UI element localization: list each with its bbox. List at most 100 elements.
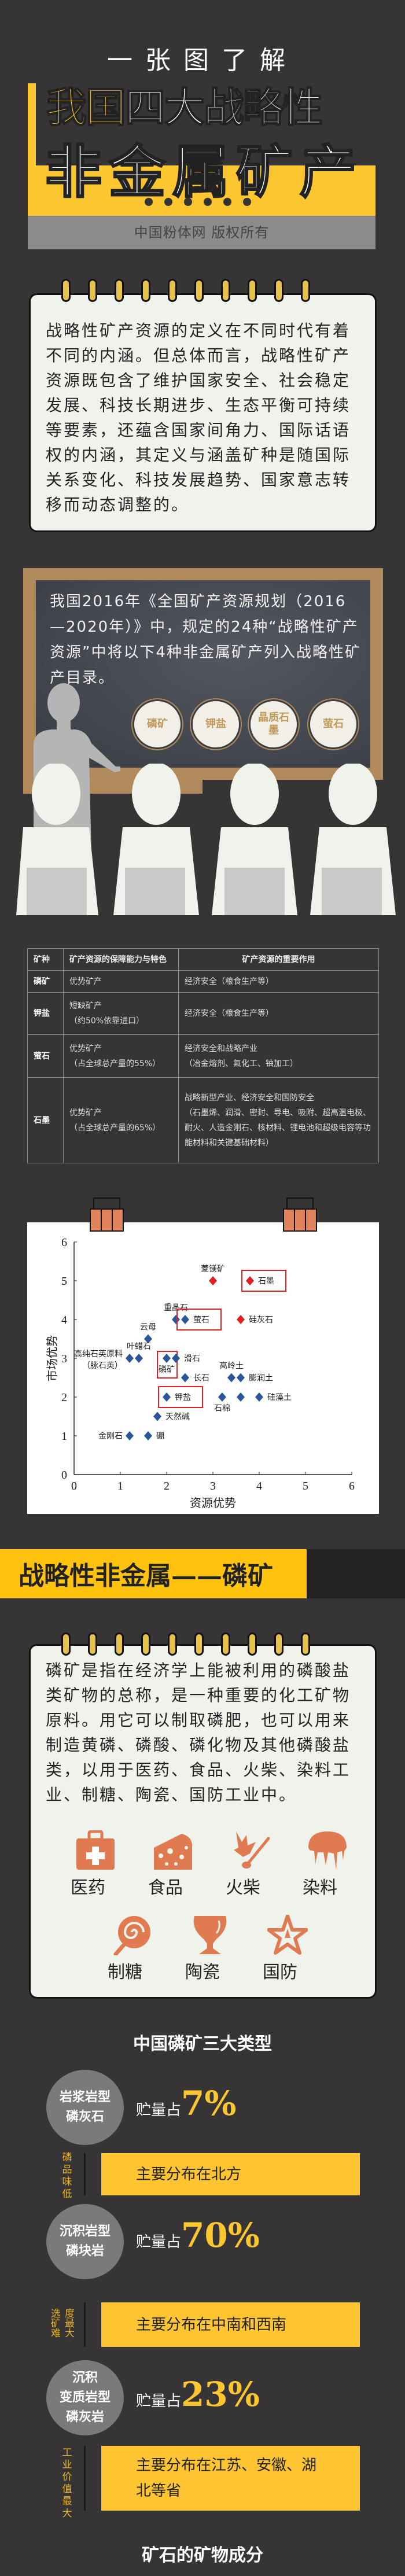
phosphate-text: 磷矿是指在经济学上能被利用的磷酸盐类矿物的总称，是一种重要的化工矿物原料。用它可… [46,1661,351,1804]
point-label: 膨润土 [249,1373,273,1383]
x-axis-label: 资源优势 [190,1497,236,1510]
cell-line: （石墨烯、润滑、密封、导电、吸附、超高温电极、耐火、人造金刚石、核材料、锂电池和… [185,1108,371,1148]
x-tick-label: 6 [349,1480,355,1492]
point-label: 云母 [140,1324,156,1332]
table-row: 钾盐 短缺矿产 （约50%依靠进口） 经济安全（粮食生产等） [27,992,379,1035]
cell-line: 短缺矿产 [69,1001,102,1011]
title-line-1: 我国四大战略性 [46,75,323,134]
cell-line: 经济安全和战略产业 [185,1044,257,1053]
mineral-circle-fluorite: 萤石 [308,699,358,749]
table-header: 矿产资源的重要作用 [178,948,379,971]
data-point [144,1431,152,1440]
use-label: 国防 [263,1962,297,1982]
use-label: 染料 [303,1878,337,1898]
point-label: 长石 [193,1374,209,1383]
title-line-2: 非金属矿产 [44,139,364,207]
cell-line: （占全球总产量的65%） [69,1123,161,1133]
table-cell-mineral: 磷矿 [27,970,64,993]
type-name-line: 沉积 [72,2371,98,2385]
share-prefix: 贮量占 [136,2234,182,2251]
use-label: 医药 [71,1878,105,1898]
type-name-line: 磷块岩 [65,2244,104,2258]
data-point [144,1334,152,1344]
chart-card [27,1222,379,1514]
intro-card [29,293,377,532]
table-cell-capacity: 优势矿产 （占全球总产量的55%） [63,1034,179,1078]
y-tick-label: 6 [61,1236,67,1249]
use-label: 制糖 [108,1962,142,1982]
vase-icon [193,1916,226,1954]
x-tick-label: 4 [256,1480,262,1492]
data-point [163,1392,171,1402]
data-point [181,1315,189,1324]
table-cell-mineral: 萤石 [27,1034,64,1078]
cell-line: （冶金熔剂、氟化工、铀加工） [185,1059,298,1068]
match-icon [233,1831,270,1869]
use-label: 火柴 [226,1878,260,1898]
table-header: 矿产资源的保障能力与特色 [63,948,179,971]
point-label: 金刚石 [98,1432,123,1441]
section-banner [0,1549,307,1598]
minerals-table: 矿种 矿产资源的保障能力与特色 矿产资源的重要作用 磷矿 优势矿产 经济安全（粮… [27,948,379,1163]
title-accent-bar [28,83,36,170]
divider [84,2446,86,2511]
type-name-line: 沉积岩型 [59,2224,111,2239]
section-title: 战略性非金属——磷矿 [19,1561,273,1591]
data-point [227,1373,235,1383]
use-label: 陶瓷 [185,1962,220,1982]
students-figures [16,764,396,915]
table-cell-capacity: 短缺矿产 （约50%依靠进口） [63,992,179,1035]
decorative-dots [145,198,251,206]
notebook-rings [61,279,310,302]
y-tick-label: 3 [61,1353,67,1365]
data-point [153,1412,161,1421]
x-tick-label: 5 [303,1480,308,1492]
data-point [209,1276,217,1285]
use-food: 食品 [145,1830,200,1899]
cell-line: （占全球总产量的55%） [69,1059,161,1068]
point-label: 天然碱 [165,1412,190,1422]
y-tick-label: 1 [61,1430,67,1443]
phosphate-card [29,1644,377,1999]
clip-right-icon [283,1197,317,1232]
cell-line: （约50%依靠进口） [69,1016,145,1026]
table-cell-role: 战略新型产业、经济安全和国防安全 （石墨烯、润滑、密封、导电、吸附、超高温电极、耐… [178,1077,379,1163]
highlight-box [176,1309,222,1331]
use-label: 食品 [148,1878,183,1898]
data-point [246,1276,254,1285]
point-label: 叶蜡石 [127,1342,151,1351]
type-share: 贮量占23% [136,2375,260,2414]
x-tick-label: 3 [210,1480,216,1492]
point-label: （脉石英） [82,1361,123,1370]
y-tick-label: 2 [61,1391,67,1404]
section-banner-dark [307,1549,405,1598]
title-line-1-rest: 四大战略性 [124,83,323,132]
subtitle: 一张图了解 [107,46,298,75]
y-tick-label: 0 [61,1469,67,1482]
cell-line: 战略新型产业、经济安全和国防安全 [185,1093,314,1103]
type-distribution: 主要分布在北方 [101,2153,360,2195]
x-tick-label: 1 [117,1480,123,1492]
table-cell-role: 经济安全（粮食生产等） [178,992,379,1035]
type-name-line: 磷灰岩 [65,2410,104,2424]
next-section-title: 矿石的矿物成分 [142,2545,263,2566]
table-header: 矿种 [27,948,64,971]
type-name-line: 岩浆岩型 [59,2090,111,2105]
divider [84,2302,86,2347]
title-accent-block [28,165,375,216]
data-point [172,1354,180,1363]
point-label: 重晶石 [164,1303,188,1313]
first-aid-kit-icon [76,1830,115,1870]
point-label: 硅灰石 [249,1315,273,1325]
data-point [126,1431,134,1440]
star-emblem-icon [266,1914,308,1955]
mineral-circle-phosphate: 磷矿 [132,699,182,749]
table-cell-mineral: 石墨 [27,1077,64,1163]
use-sugar: 制糖 [105,1915,160,1983]
table-cell-role: 经济安全和战略产业 （冶金熔剂、氟化工、铀加工） [178,1034,379,1078]
intro-text: 战略性矿产资源的定义在不同时代有着不同的内涵。但总体而言，战略性矿产资源既包含了… [46,321,351,514]
cell-line: 优势矿产 [69,976,102,986]
table-row: 磷矿 优势矿产 经济安全（粮食生产等） [27,970,379,993]
table-cell-mineral: 钾盐 [27,992,64,1035]
